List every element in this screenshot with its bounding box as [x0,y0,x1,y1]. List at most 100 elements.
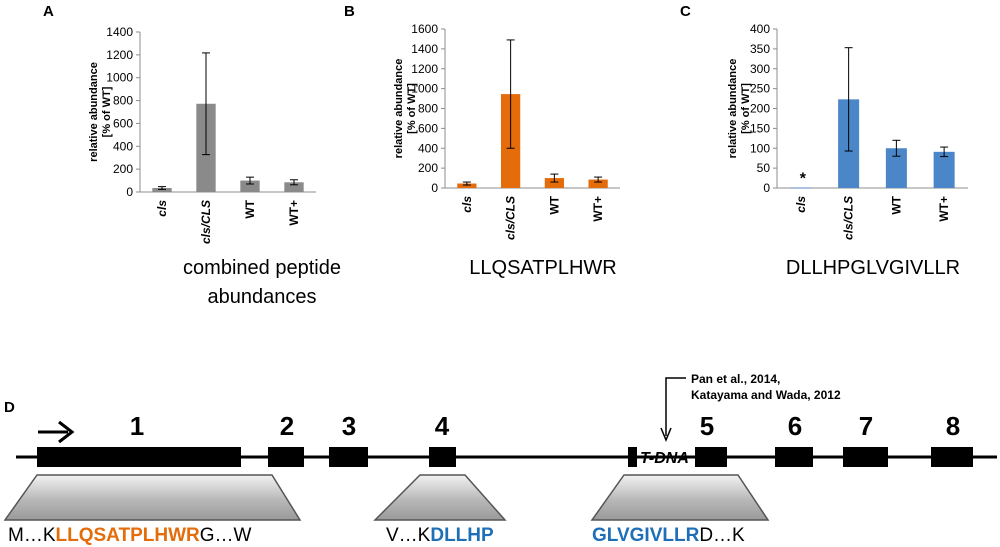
y-tick-label: 350 [750,42,770,56]
bar-cls [152,188,172,192]
y-tick-label: 800 [418,102,438,116]
y-axis-label: relative abundance[% of WT] [88,62,113,162]
sequence-segment: D…K [699,525,745,546]
exon-number-2: 2 [280,411,294,441]
peptide-region-2 [373,474,507,521]
exon-2 [268,447,304,467]
chart-caption-line-1: combined peptide [183,257,341,279]
y-tick-label: 400 [750,22,770,36]
sequence-segment: V…K [386,525,431,546]
y-tick-label: 400 [113,139,133,153]
bar-cls [790,187,812,189]
sequence-segment: LLQSATPLHWR [56,525,201,546]
bar-WT [544,178,564,188]
sequence-segment: G…W [200,525,252,546]
peptide-sequence-3: GLVGIVLLRD…K [592,525,745,546]
exon-number-3: 3 [342,411,356,441]
reference-line-1: Pan et al., 2014, [691,372,780,386]
exon-6 [775,447,813,467]
exon-number-6: 6 [788,411,802,441]
bar-WTplus [933,151,955,188]
exon-number-4: 4 [435,411,450,441]
x-tick-label: cls/CLS [504,196,518,240]
x-tick-label: WT+ [937,196,951,222]
y-axis-label-line-1: relative abundance [393,59,405,159]
y-tick-label: 1600 [411,22,438,36]
y-axis-label-line-1: relative abundance [88,62,100,162]
x-tick-label: cls/CLS [842,196,856,240]
bar-WTplus [284,182,304,192]
chart-caption-line-2: abundances [208,286,317,308]
y-tick-label: 100 [750,141,770,155]
y-tick-label: 800 [113,94,133,108]
exon-number-8: 8 [946,411,960,441]
sequence-segment: GLVGIVLLR [592,525,700,546]
gene-structure-diagram: D 1 2 3 4 5 6 7 8 T-DNA Pan et al., 2014, Katayama … [3,372,997,546]
y-axis-label-line-1: relative abundance [727,59,739,159]
sequence-segment: DLLHP [430,525,494,546]
bar-WT [240,180,260,192]
panel-letter: D [4,399,15,416]
x-tick-label: cls/CLS [199,200,213,244]
y-tick-label: 150 [750,121,770,135]
exon-5 [695,447,727,467]
chart-caption-line-1: LLQSATPLHWR [469,257,616,279]
y-tick-label: 1400 [411,42,438,56]
y-tick-label: 600 [418,121,438,135]
y-tick-label: 0 [763,181,770,195]
significance-asterisk: * [800,171,807,188]
y-tick-label: 200 [418,161,438,175]
y-tick-label: 50 [757,161,771,175]
reference-line-2: Katayama and Wada, 2012 [691,388,841,402]
t-dna-insertion-block [628,447,637,467]
panel-letter: B [344,3,355,20]
y-tick-label: 1200 [411,62,438,76]
y-tick-label: 250 [750,82,770,96]
y-tick-label: 300 [750,62,770,76]
chart-caption-line-1: DLLHPGLVGIVLLR [786,257,960,279]
y-tick-label: 200 [113,162,133,176]
bar-cls [457,183,477,188]
peptide-region-1 [3,474,302,521]
bar-WT [885,148,907,188]
y-tick-label: 1000 [411,82,438,96]
x-tick-label: cls [155,200,169,217]
x-tick-label: WT [547,195,561,214]
t-dna-label: T-DNA [640,450,689,467]
peptide-sequence-1: M…KLLQSATPLHWRG…W [8,525,252,546]
panel-letter: C [680,3,691,20]
reference-pointer-line [665,377,686,436]
exon-number-5: 5 [700,411,714,441]
y-tick-label: 0 [431,181,438,195]
x-tick-label: WT+ [287,200,301,226]
y-axis-label: relative abundance[% of WT] [727,59,752,159]
transcription-direction-arrow-icon [58,420,75,444]
exon-number-1: 1 [130,411,144,441]
y-axis-label-line-2: [% of WT] [406,83,418,134]
exon-7 [843,447,888,467]
y-tick-label: 600 [113,116,133,130]
exon-1 [37,447,241,467]
y-tick-label: 1400 [106,25,133,39]
y-tick-label: 1200 [106,48,133,62]
x-tick-label: cls [794,196,808,213]
reference-pointer-arrow-icon [660,427,672,442]
peptide-region-3 [590,474,770,521]
exon-4 [429,447,456,467]
y-tick-label: 400 [418,141,438,155]
bar-WTplus [588,179,608,188]
exon-8 [931,447,973,467]
x-tick-label: WT [243,199,257,218]
panel-letter: A [43,3,54,20]
x-tick-label: cls [460,196,474,213]
x-tick-label: WT+ [591,196,605,222]
y-tick-label: 200 [750,102,770,116]
y-axis-label-line-2: [% of WT] [101,86,113,137]
y-axis-label: relative abundance[% of WT] [393,59,418,159]
sequence-segment: M…K [8,525,56,546]
y-tick-label: 1000 [106,71,133,85]
y-axis-label-line-2: [% of WT] [740,83,752,134]
